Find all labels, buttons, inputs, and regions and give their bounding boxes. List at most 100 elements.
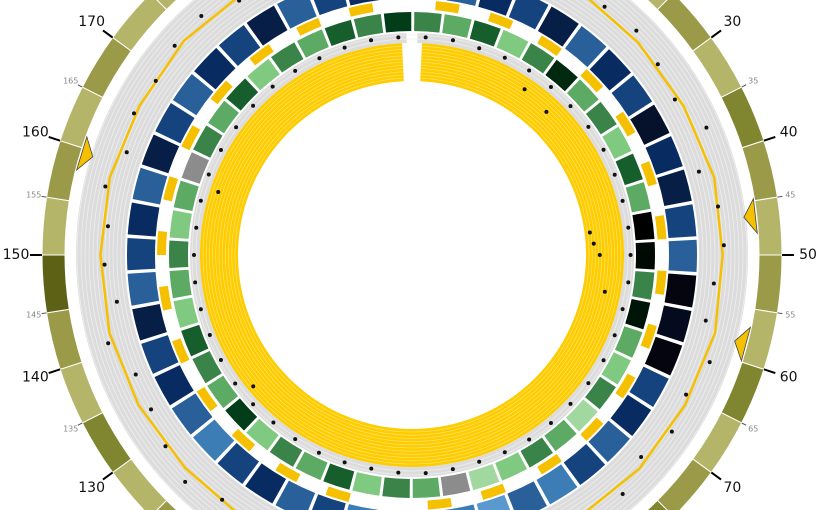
heatmap-cell bbox=[383, 12, 412, 33]
heatmap-cell bbox=[630, 104, 670, 145]
scatter-point bbox=[684, 392, 689, 397]
heatmap-cell bbox=[601, 352, 631, 385]
heatmap-cell bbox=[311, 494, 346, 510]
scatter-point bbox=[568, 401, 573, 406]
scatter-point bbox=[696, 169, 701, 174]
scatter-point bbox=[704, 125, 709, 130]
minor-tick-label: 65 bbox=[748, 424, 758, 433]
heatmap-cell bbox=[656, 305, 692, 343]
minor-tick-label: 45 bbox=[785, 191, 795, 200]
heatmap-cell bbox=[614, 326, 643, 358]
minor-tick-mark bbox=[41, 195, 47, 198]
heatmap-cell bbox=[192, 351, 222, 384]
scatter-point bbox=[602, 4, 607, 9]
scatter-point bbox=[183, 479, 188, 484]
scatter-point bbox=[198, 198, 203, 203]
scatter-point bbox=[132, 111, 137, 116]
scatter-point bbox=[707, 360, 712, 365]
heatmap-cell bbox=[496, 29, 529, 59]
scatter-point bbox=[655, 62, 660, 67]
heatmap-cell bbox=[565, 26, 607, 68]
heatmap-cell bbox=[446, 0, 477, 6]
heatmap-cell bbox=[468, 464, 500, 491]
tick-mark bbox=[102, 471, 114, 481]
heatmap-cell bbox=[611, 75, 653, 117]
tile bbox=[172, 338, 190, 364]
heatmap-cell bbox=[412, 477, 441, 498]
scatter-point bbox=[620, 307, 625, 312]
scatter-point bbox=[194, 225, 199, 230]
heatmap-cell bbox=[192, 419, 235, 461]
heatmap-cell bbox=[644, 336, 683, 376]
scatter-point bbox=[626, 225, 631, 230]
ideogram-band bbox=[156, 0, 178, 11]
scatter-point bbox=[669, 429, 674, 434]
tick-label: 140 bbox=[22, 369, 49, 385]
heatmap-cell bbox=[269, 436, 303, 467]
heatmap-cell bbox=[132, 303, 167, 341]
tile bbox=[640, 161, 657, 187]
scatter-point bbox=[251, 402, 256, 407]
scatter-point bbox=[369, 38, 374, 43]
scatter-point bbox=[586, 381, 591, 386]
minor-tick-label: 165 bbox=[63, 77, 78, 86]
heatmap-cell bbox=[169, 210, 192, 239]
tick-label: 150 bbox=[3, 247, 30, 263]
ideogram-band bbox=[41, 196, 70, 256]
heatmap-cell bbox=[657, 169, 692, 207]
track-guide bbox=[88, 0, 736, 510]
track-guide bbox=[120, 0, 704, 510]
track-guide bbox=[108, 0, 716, 510]
tile bbox=[249, 44, 274, 66]
scatter-point bbox=[206, 172, 211, 177]
triangle-marker bbox=[734, 326, 752, 363]
heatmap-cell bbox=[521, 43, 555, 74]
heatmap-cell bbox=[275, 480, 316, 510]
scatter-point bbox=[672, 97, 677, 102]
heatmap-cell bbox=[347, 504, 378, 510]
heatmap-cell bbox=[193, 125, 223, 158]
heatmap-cell bbox=[537, 6, 579, 47]
scatter-point bbox=[198, 307, 203, 312]
scatter-point bbox=[477, 46, 482, 51]
minor-tick-mark bbox=[777, 195, 783, 198]
heatmap-cell bbox=[476, 494, 511, 510]
heatmap-cell bbox=[566, 79, 599, 112]
scatter-point bbox=[103, 184, 108, 189]
heatmap-cell bbox=[563, 443, 606, 486]
scatter-point bbox=[628, 253, 633, 257]
heatmap-cell bbox=[536, 464, 578, 505]
scatter-point bbox=[715, 204, 720, 209]
track-guide bbox=[195, 38, 629, 472]
tile bbox=[435, 1, 460, 14]
ideogram-band bbox=[741, 140, 779, 202]
scatter-point bbox=[114, 299, 119, 304]
heatmap-cell bbox=[610, 394, 652, 436]
heatmap-cell bbox=[181, 152, 210, 184]
heatmap-cell bbox=[478, 0, 513, 16]
ideogram-band bbox=[720, 361, 765, 424]
scatter-point bbox=[207, 333, 212, 338]
heatmap-cell bbox=[226, 78, 259, 111]
tile bbox=[159, 285, 172, 311]
scatter-point bbox=[102, 262, 107, 267]
ideogram-band bbox=[45, 308, 83, 370]
minor-tick-mark bbox=[77, 422, 83, 426]
highlight-ring bbox=[200, 43, 625, 467]
ideogram-band bbox=[41, 254, 70, 314]
heatmap-cell bbox=[544, 419, 577, 452]
heatmap-cell bbox=[414, 12, 442, 33]
scatter-point bbox=[634, 28, 639, 33]
tile bbox=[615, 111, 636, 137]
scatter-point bbox=[586, 124, 591, 129]
ideogram-band bbox=[646, 499, 668, 510]
scatter-point bbox=[342, 460, 347, 465]
scatter-point bbox=[548, 85, 553, 90]
heatmap-cell bbox=[246, 5, 288, 46]
tick-label: 170 bbox=[78, 14, 105, 30]
heatmap-cell bbox=[141, 335, 179, 374]
heatmap-cell bbox=[625, 182, 651, 213]
ideogram-band bbox=[754, 196, 783, 256]
heatmap-cell bbox=[508, 0, 549, 30]
